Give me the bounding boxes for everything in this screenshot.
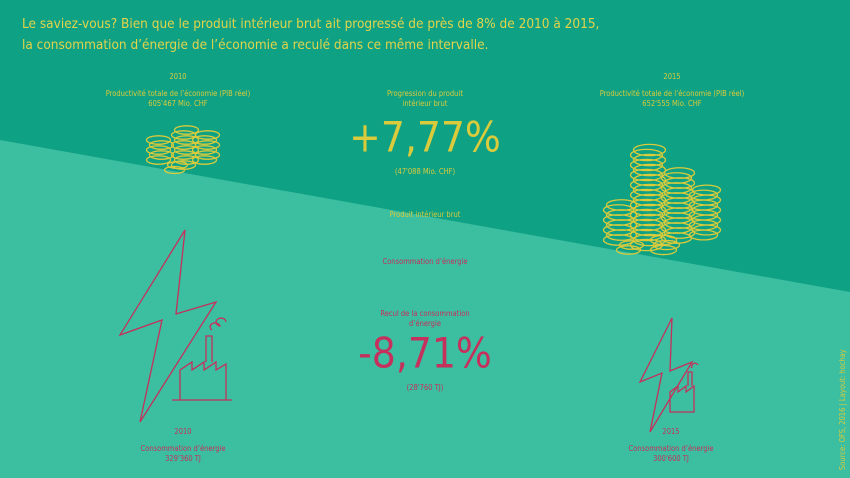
factory-icon	[172, 317, 232, 401]
coin-icon	[145, 135, 172, 145]
detail: (28'760 TJ)	[407, 383, 444, 392]
coin-icon	[649, 244, 678, 256]
source: Source: OFS, 2016 | Layout: hochay	[838, 349, 847, 470]
coin-icon	[629, 168, 664, 182]
coin-icon	[194, 140, 221, 150]
coin-icon	[652, 239, 681, 251]
year: 2015	[663, 72, 680, 81]
coin-icon	[163, 165, 186, 175]
coin-icon	[629, 208, 664, 222]
coin-icon	[660, 172, 693, 184]
coin-icon	[191, 145, 218, 155]
divider-label: Produit intérieur brut	[390, 210, 461, 219]
coin-icon	[632, 193, 667, 207]
coin-icon	[148, 140, 175, 150]
coin-icon	[173, 135, 200, 145]
coin-icon	[632, 223, 667, 237]
coin-icon	[632, 213, 667, 227]
coin-icon	[629, 218, 664, 232]
coin-icon	[173, 125, 200, 135]
year: 2010	[174, 427, 191, 436]
coin-icon	[632, 173, 667, 187]
value: 605'467 Mio. CHF	[148, 99, 208, 108]
coin-icon	[629, 188, 664, 202]
change-value: -8,71%	[358, 329, 492, 378]
value: 329'360 TJ	[165, 454, 201, 463]
coin-icon	[618, 240, 645, 250]
label: Consommation d’énergie	[628, 444, 713, 453]
year: 2015	[662, 427, 679, 436]
label: d’énergie	[409, 319, 441, 328]
label: Progression du produit	[387, 89, 463, 98]
label: intérieur brut	[403, 99, 448, 108]
coin-icon	[605, 199, 638, 211]
coin-icon	[629, 178, 664, 192]
diagonal-band	[0, 140, 850, 478]
lightning-icon	[118, 229, 218, 423]
coin-icon	[632, 153, 667, 167]
coin-icon	[148, 150, 175, 160]
coin-icon	[145, 145, 172, 155]
value: 300'600 TJ	[653, 454, 689, 463]
change-value: +7,77%	[349, 113, 501, 162]
coin-icon	[166, 160, 189, 170]
coin-icon	[173, 145, 200, 155]
value: 652'555 Mio. CHF	[642, 99, 702, 108]
headline: la consommation d’énergie de l’économie …	[22, 37, 488, 53]
coin-icon	[191, 155, 218, 165]
coin-icon	[632, 203, 667, 217]
coin-icon	[649, 234, 678, 246]
year: 2010	[169, 72, 186, 81]
detail: (47'088 Mio. CHF)	[395, 167, 456, 176]
coin-icon	[194, 130, 221, 140]
coin-icon	[632, 163, 667, 177]
coin-icon	[615, 245, 642, 255]
factory-icon	[669, 362, 699, 413]
coin-icon	[632, 183, 667, 197]
coin-icon	[629, 158, 664, 172]
coin-icon	[191, 135, 218, 145]
label: Productivité totale de l’économie (PIB r…	[106, 89, 251, 98]
label: Recul de la consommation	[380, 309, 469, 318]
coin-icon	[145, 155, 172, 165]
divider-label: Consommation d’énergie	[382, 257, 467, 266]
coin-icon	[194, 150, 221, 160]
label: Consommation d’énergie	[140, 444, 225, 453]
headline: Le saviez-vous? Bien que le produit inté…	[22, 16, 599, 32]
coin-icon	[663, 167, 696, 179]
coin-icon	[691, 184, 722, 196]
lightning-icon	[638, 317, 694, 433]
coin-icon	[632, 143, 667, 157]
coin-icon	[629, 198, 664, 212]
coin-icon	[629, 148, 664, 162]
label: Productivité totale de l’économie (PIB r…	[600, 89, 745, 98]
coin-icon	[688, 189, 719, 201]
